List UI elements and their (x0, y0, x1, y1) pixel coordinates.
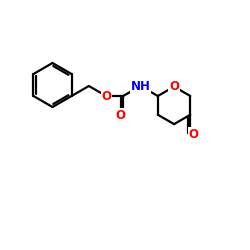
Text: O: O (115, 109, 125, 122)
Text: O: O (188, 128, 198, 141)
Text: O: O (169, 80, 179, 93)
Text: NH: NH (130, 80, 150, 92)
Text: O: O (101, 90, 111, 102)
